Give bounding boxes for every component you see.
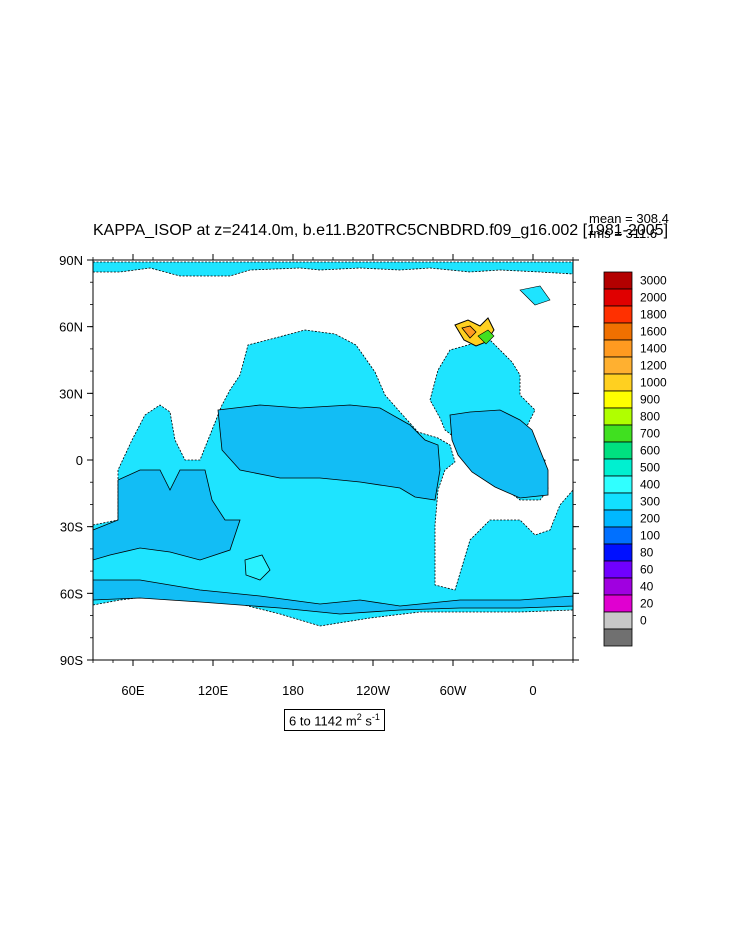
colorbar-swatch	[603, 373, 633, 392]
lon-tick-label: 180	[282, 683, 304, 698]
colorbar-swatch	[603, 322, 633, 341]
colorbar-swatch	[603, 509, 633, 528]
colorbar-label: 40	[640, 580, 654, 594]
colorbar-label: 500	[640, 461, 660, 475]
lat-tick-group: 90N 60N 30N 0 30S 60S 90S	[59, 253, 579, 668]
colorbar-label: 1000	[640, 376, 667, 390]
colorbar-swatch	[603, 390, 633, 409]
colorbar-label: 0	[640, 614, 647, 628]
lon-tick-label: 120E	[198, 683, 229, 698]
plot-title: KAPPA_ISOP at z=2414.0m, b.e11.B20TRC5CN…	[93, 222, 669, 239]
lon-tick-label: 60W	[440, 683, 467, 698]
lat-tick-label: 30N	[59, 386, 83, 401]
range-label-box: 6 to 1142 m2 s-1	[284, 709, 385, 732]
range-mid: s	[361, 713, 372, 729]
lon-tick-label: 60E	[121, 683, 144, 698]
colorbar-swatch	[603, 543, 633, 562]
colorbar-label: 1600	[640, 325, 667, 339]
equatorial-band	[217, 404, 441, 501]
light-patch	[244, 554, 271, 581]
colorbar-swatch	[603, 288, 633, 307]
colorbar-swatch	[603, 628, 633, 647]
lat-tick-label: 90S	[60, 653, 83, 668]
colorbar-label: 300	[640, 495, 660, 509]
stats-block: mean = 308.4 rms = 311.6	[589, 211, 669, 241]
colorbar-swatch	[603, 407, 633, 426]
colorbar-swatch	[603, 271, 633, 290]
minor-tick-group	[90, 257, 576, 663]
colorbar-swatch	[603, 594, 633, 613]
colorbar-label: 80	[640, 546, 654, 560]
rms-label: rms = 311.6	[589, 226, 658, 241]
colorbar-swatch	[603, 526, 633, 545]
colorbar-label: 60	[640, 563, 654, 577]
lat-tick-label: 30S	[60, 520, 83, 535]
colorbar-label: 3000	[640, 274, 667, 288]
lat-tick-label: 0	[76, 453, 83, 468]
greenland-core	[461, 325, 477, 339]
colorbar-label: 900	[640, 393, 660, 407]
colorbar-label: 400	[640, 478, 660, 492]
colorbar-label: 1400	[640, 342, 667, 356]
mean-label: mean = 308.4	[589, 211, 669, 226]
colorbar-label: 1200	[640, 359, 667, 373]
colorbar-swatch	[603, 611, 633, 630]
range-prefix: 6 to 1142 m	[289, 713, 357, 729]
greenland-ring	[477, 329, 495, 345]
lon-tick-label: 0	[529, 683, 536, 698]
map-panel	[92, 259, 574, 661]
lat-tick-label: 90N	[59, 253, 83, 268]
colorbar-swatch	[603, 356, 633, 375]
colorbar-swatch	[603, 458, 633, 477]
indian-band	[92, 469, 241, 561]
arctic-field	[92, 261, 574, 277]
colorbar-label: 600	[640, 444, 660, 458]
colorbar: 3000200018001600140012001000900800700600…	[603, 271, 667, 647]
range-sup-2: -1	[371, 712, 380, 722]
colorbar-swatch	[603, 424, 633, 443]
atlantic-band	[449, 409, 549, 499]
lat-tick-label: 60N	[59, 320, 83, 335]
lon-tick-label: 120W	[356, 683, 391, 698]
colorbar-label: 700	[640, 427, 660, 441]
lon-tick-group: 60E 120E 180 120W 60W 0	[121, 254, 537, 698]
colorbar-swatch	[603, 560, 633, 579]
colorbar-swatch	[603, 441, 633, 460]
range-sup-1: 2	[356, 712, 362, 722]
hudson-field	[519, 285, 551, 306]
colorbar-swatch	[603, 492, 633, 511]
colorbar-label: 20	[640, 597, 654, 611]
colorbar-swatch	[603, 339, 633, 358]
colorbar-swatch	[603, 305, 633, 324]
colorbar-label: 2000	[640, 291, 667, 305]
colorbar-label: 200	[640, 512, 660, 526]
colorbar-label: 100	[640, 529, 660, 543]
colorbar-label: 800	[640, 410, 660, 424]
colorbar-label: 1800	[640, 308, 667, 322]
colorbar-swatch	[603, 577, 633, 596]
lat-tick-label: 60S	[60, 586, 83, 601]
colorbar-swatch	[603, 475, 633, 494]
